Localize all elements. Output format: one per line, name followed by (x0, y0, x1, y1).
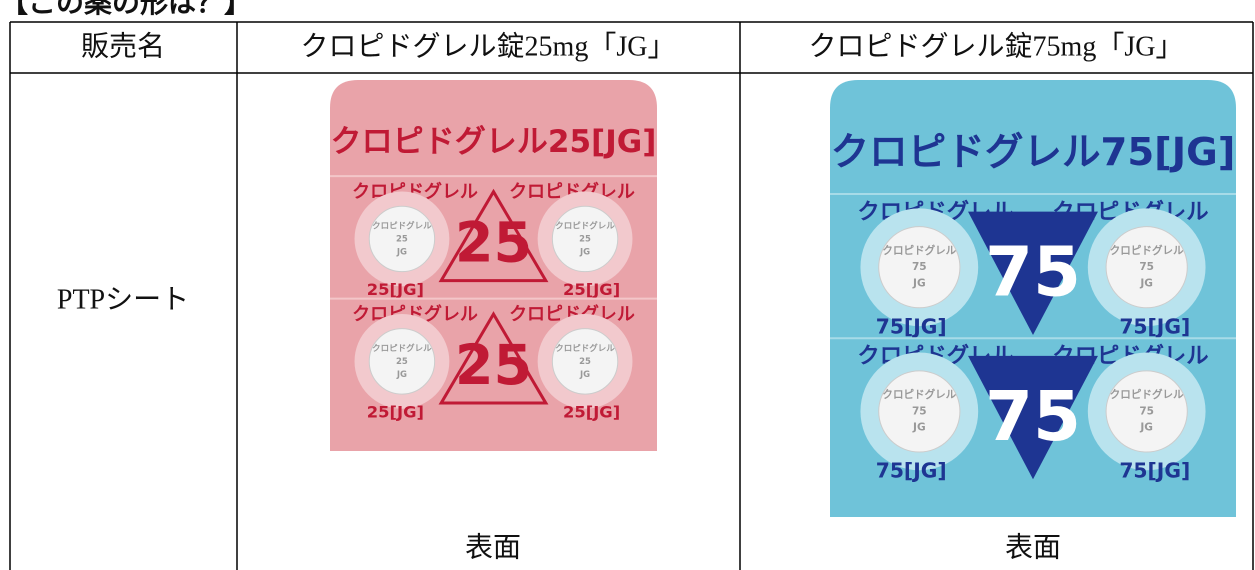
tablet-imprint: 25 (579, 234, 591, 244)
tablet-imprint: 25 (396, 234, 408, 244)
sheet-heading: クロピドグレル25[JG] (331, 124, 657, 160)
column-header: 販売名 (81, 30, 165, 62)
number-triangle (438, 188, 549, 283)
tablet (1105, 370, 1188, 453)
column-header: クロピドグレル錠75mg「JG」 (809, 30, 1184, 62)
blister-code: 25[JG] (563, 402, 620, 421)
tablet-imprint: JG (396, 248, 407, 258)
page-title: 【この薬の形は？】 (0, 0, 252, 19)
tablet (878, 226, 961, 309)
tablet-imprint: JG (1139, 277, 1153, 289)
number-triangle (968, 211, 1098, 336)
blister-code: 75[JG] (1119, 458, 1190, 482)
tablet (368, 328, 436, 395)
tablet-imprint: クロピドグレル (882, 244, 956, 257)
number-triangle (438, 311, 549, 405)
tablet-imprint: クロピドグレル (1110, 244, 1184, 257)
tablet-imprint: 75 (1139, 261, 1154, 273)
tablet (1105, 226, 1188, 309)
tablet-imprint: クロピドグレル (372, 343, 432, 354)
blister-code: 25[JG] (367, 280, 424, 299)
tablet-imprint: JG (579, 248, 590, 258)
tablet-imprint: JG (579, 370, 590, 380)
tablet-imprint: クロピドグレル (555, 220, 615, 231)
sheet-number: 25 (455, 333, 532, 398)
blister-code: 75[JG] (876, 314, 947, 338)
image-caption: 表面 (465, 531, 521, 563)
tablet (551, 205, 619, 273)
tablet-imprint: 75 (912, 405, 927, 417)
number-triangle (968, 355, 1098, 480)
tablet-imprint: JG (396, 370, 407, 380)
blister-code: 25[JG] (367, 402, 424, 421)
tablet-imprint: 75 (912, 261, 927, 273)
sheet-heading: クロピドグレル75[JG] (831, 130, 1236, 175)
blister-code: 75[JG] (1119, 314, 1190, 338)
tablet (368, 205, 436, 273)
tablet-imprint: クロピドグレル (372, 220, 432, 231)
sheet-number: 25 (455, 211, 532, 276)
tablet-imprint: JG (912, 277, 926, 289)
blister-code: 75[JG] (876, 458, 947, 482)
tablet-imprint: 25 (396, 357, 408, 367)
ptp-sheet: クロピドグレル75[JG]クロピドグレルクロピドグレル75JG75[JG]クロピ… (830, 80, 1236, 517)
tablet-imprint: クロピドグレル (882, 388, 956, 401)
row-label: PTPシート (57, 284, 189, 315)
tablet-imprint: クロピドグレル (555, 343, 615, 354)
tablet-imprint: JG (1139, 422, 1153, 434)
image-caption: 表面 (1005, 531, 1061, 563)
blister-code: 25[JG] (563, 280, 620, 299)
tablet-imprint: 25 (579, 357, 591, 367)
sheet-number: 75 (985, 233, 1081, 313)
tablet-imprint: 75 (1139, 405, 1154, 417)
table-grid (9, 21, 1254, 570)
ptp-sheet: クロピドグレル25[JG]クロピドグレルクロピドグレル25JG25[JG]クロピ… (330, 80, 657, 451)
tablet (878, 370, 961, 453)
sheet-number: 75 (985, 377, 1081, 457)
tablet-imprint: JG (912, 422, 926, 434)
tablet (551, 328, 619, 395)
tablet-imprint: クロピドグレル (1110, 388, 1184, 401)
column-header: クロピドグレル錠25mg「JG」 (301, 30, 676, 62)
